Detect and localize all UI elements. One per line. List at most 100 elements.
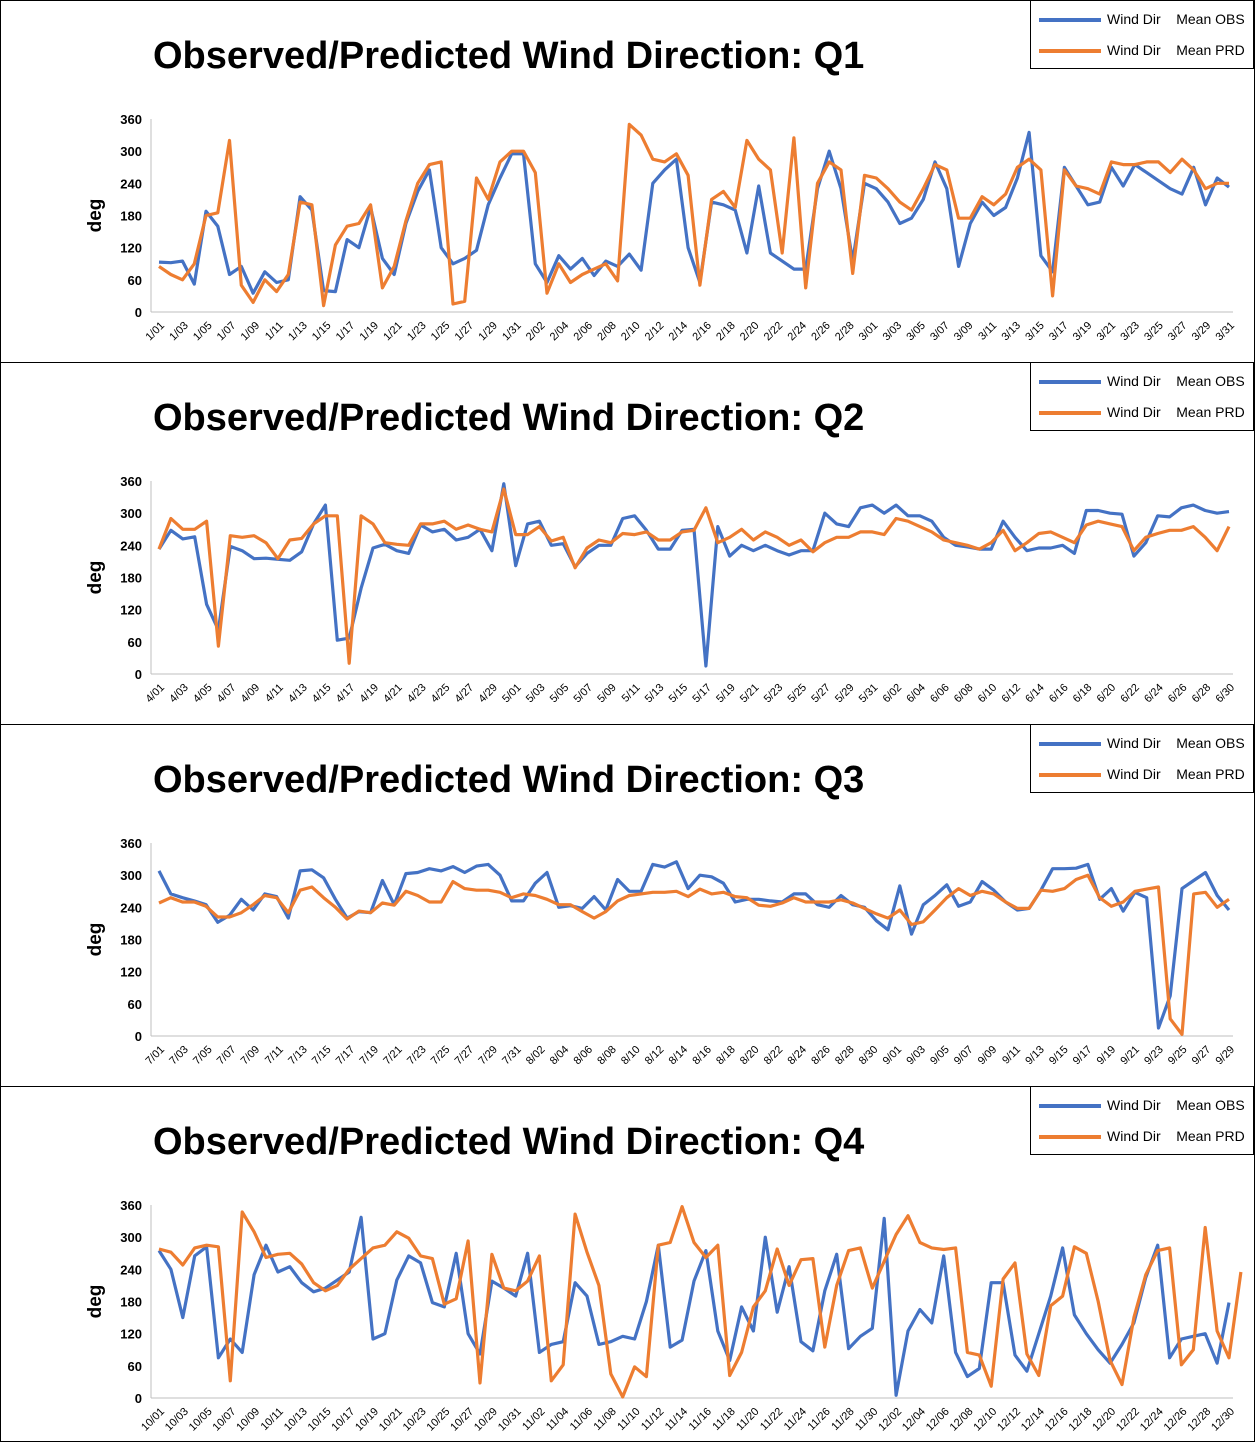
x-tick-label: 4/13 (286, 682, 310, 706)
x-tick-label: 6/04 (904, 682, 928, 706)
y-axis-label: deg (85, 1285, 106, 1319)
y-axis-label: deg (85, 561, 106, 595)
x-tick-label: 4/03 (167, 682, 191, 706)
y-tick-label: 120 (120, 603, 142, 618)
x-tick-label: 11/18 (710, 1406, 737, 1433)
x-tick-label: 3/11 (976, 320, 999, 343)
y-tick-label: 360 (120, 474, 142, 489)
x-tick-label: 8/22 (762, 1044, 786, 1068)
x-tick-label: 4/29 (476, 682, 500, 706)
x-tick-label: 5/07 (571, 682, 595, 706)
plot-area: 0 60 120 180 240 300 360 deg 4/01 4/03 4/05 4/07 4/0… (85, 474, 1237, 706)
x-tick-label: 5/11 (620, 682, 643, 705)
legend-label-prd: Wind Dir Mean PRD (1107, 1128, 1245, 1144)
chart-title: Observed/Predicted Wind Direction: Q3 (153, 759, 865, 801)
y-tick-label: 240 (120, 176, 142, 191)
x-tick-label: 7/19 (357, 1044, 381, 1068)
x-tick-label: 8/16 (690, 1044, 714, 1068)
x-tick-label: 10/31 (496, 1406, 524, 1434)
x-tick-label: 7/25 (429, 1044, 453, 1068)
x-tick-label: 10/01 (139, 1406, 167, 1434)
x-tick-label: 2/02 (524, 320, 548, 344)
x-tick-label: 9/23 (1142, 1044, 1166, 1068)
x-tick-label: 6/22 (1118, 682, 1142, 706)
chart-title: Observed/Predicted Wind Direction: Q2 (153, 397, 865, 439)
series-obs-line (157, 860, 1231, 1030)
legend-label-obs: Wind Dir Mean OBS (1107, 735, 1245, 751)
x-tick-label: 3/13 (999, 320, 1023, 344)
x-tick-label: 8/14 (667, 1044, 691, 1068)
legend: Wind Dir Mean OBS Wind Dir Mean PRD (1030, 1, 1254, 69)
x-tick-label: 9/29 (1213, 1044, 1237, 1068)
chart-panel-q4: 0 60 120 180 240 300 360 deg 10/01 10/03 10/05 10/0… (0, 1086, 1255, 1442)
x-tick-label: 6/28 (1190, 682, 1214, 706)
x-tick-label: 5/19 (714, 682, 738, 706)
x-tick-label: 12/22 (1114, 1406, 1142, 1434)
x-tick-label: 4/11 (263, 682, 286, 705)
x-tick-label: 12/16 (1043, 1406, 1071, 1434)
legend-swatch-obs (1039, 1104, 1101, 1108)
x-tick-label: 10/25 (425, 1406, 453, 1434)
x-tick-label: 4/19 (357, 682, 381, 706)
x-tick-label: 12/10 (971, 1406, 999, 1434)
x-tick-label: 10/19 (353, 1406, 381, 1434)
x-tick-label: 7/03 (167, 1044, 191, 1068)
x-tick-label: 5/31 (857, 682, 881, 706)
chart-panel-q1: 0 60 120 180 240 300 360 deg 1/01 1/03 1/05 1/07 1/0… (0, 0, 1255, 364)
x-tick-label: 10/21 (377, 1406, 405, 1434)
y-tick-label: 180 (120, 1295, 142, 1310)
x-tick-label: 1/31 (500, 320, 524, 344)
y-axis-label: deg (85, 923, 106, 957)
plot-area: 0 60 120 180 240 300 360 deg 1/01 1/03 1/05 1/07 1/0… (85, 112, 1237, 344)
legend-item-obs: Wind Dir Mean OBS (1039, 733, 1251, 753)
y-tick-label: 60 (128, 635, 142, 650)
x-tick-label: 12/02 (876, 1406, 904, 1434)
x-tick-label: 3/05 (904, 320, 928, 344)
x-tick-label: 8/02 (524, 1044, 548, 1068)
x-tick-label: 2/14 (667, 320, 691, 344)
y-tick-label: 0 (135, 1029, 142, 1044)
x-tick-label: 12/14 (1019, 1406, 1047, 1434)
y-tick-label: 120 (120, 1327, 142, 1342)
x-tick-label: 10/27 (448, 1406, 476, 1434)
legend-item-prd: Wind Dir Mean PRD (1039, 1126, 1251, 1146)
legend-item-prd: Wind Dir Mean PRD (1039, 764, 1251, 784)
x-tick-label: 11/28 (829, 1406, 856, 1433)
x-tick-label: 11/06 (568, 1406, 595, 1433)
legend-item-prd: Wind Dir Mean PRD (1039, 40, 1251, 60)
x-tick-label: 3/09 (952, 320, 976, 344)
x-tick-label: 6/20 (1095, 682, 1119, 706)
x-tick-label: 11/20 (734, 1406, 761, 1433)
x-tick-label: 2/20 (738, 320, 762, 344)
series-prd-line (158, 122, 1229, 308)
series-obs-line (157, 482, 1230, 668)
x-tick-label: 10/15 (306, 1406, 334, 1434)
series-prd-line (158, 1204, 1243, 1399)
x-tick-label: 7/01 (143, 1044, 167, 1068)
y-tick-label: 60 (128, 997, 142, 1012)
x-tick-label: 3/01 (857, 320, 881, 344)
x-tick-label: 12/12 (995, 1406, 1023, 1434)
x-tick-label: 11/14 (663, 1406, 690, 1433)
x-tick-label: 5/25 (785, 682, 809, 706)
x-tick-label: 10/07 (211, 1406, 239, 1434)
x-tick-label: 10/03 (163, 1406, 191, 1434)
x-tick-label: 6/30 (1213, 682, 1237, 706)
legend-swatch-obs (1039, 742, 1101, 746)
x-tick-label: 4/21 (381, 682, 405, 706)
x-tick-label: 7/11 (263, 1044, 286, 1067)
legend-swatch-prd (1039, 773, 1101, 777)
legend-item-prd: Wind Dir Mean PRD (1039, 402, 1251, 422)
x-tick-label: 10/13 (282, 1406, 310, 1434)
x-tick-label: 1/27 (453, 320, 477, 344)
y-tick-label: 180 (120, 209, 142, 224)
legend-swatch-obs (1039, 18, 1101, 22)
x-tick-label: 4/15 (310, 682, 334, 706)
x-tick-label: 2/24 (785, 320, 809, 344)
x-tick-label: 11/08 (592, 1406, 619, 1433)
x-tick-label: 5/23 (762, 682, 786, 706)
x-tick-label: 6/16 (1047, 682, 1071, 706)
legend-label-prd: Wind Dir Mean PRD (1107, 766, 1245, 782)
x-tick-label: 8/24 (785, 1044, 809, 1068)
x-tick-label: 12/08 (948, 1406, 976, 1434)
